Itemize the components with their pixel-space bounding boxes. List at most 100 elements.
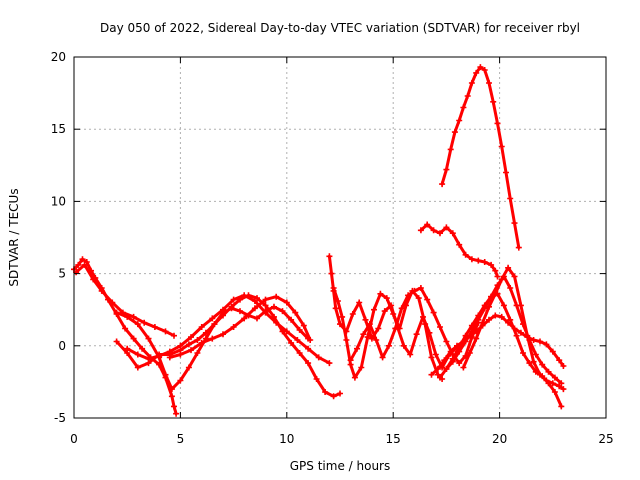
data-point (358, 364, 365, 371)
data-point (517, 329, 524, 336)
series-trace (72, 257, 178, 416)
y-tick-label: 20 (51, 50, 66, 64)
x-tick-label: 10 (279, 432, 294, 446)
data-point (124, 345, 131, 352)
data-point (326, 360, 333, 367)
data-point (556, 357, 563, 364)
data-point (460, 364, 467, 371)
data-point (494, 273, 501, 280)
data-point (456, 117, 463, 124)
chart-title: Day 050 of 2022, Sidereal Day-to-day VTE… (100, 21, 580, 35)
data-point (194, 337, 201, 343)
data-point (475, 257, 482, 264)
data-point (156, 352, 163, 359)
x-tick-label: 5 (177, 432, 185, 446)
data-point (551, 374, 558, 381)
y-axis-label: SDTVAR / TECUs (7, 188, 21, 286)
plot-frame (73, 56, 607, 419)
data-point (524, 332, 531, 339)
data-point (305, 345, 312, 352)
data-point (337, 390, 343, 397)
data-point (447, 348, 454, 355)
data-point (422, 321, 429, 328)
data-point (437, 324, 443, 330)
data-point (498, 313, 505, 320)
data-point (134, 364, 141, 371)
data-point (488, 261, 495, 268)
data-point (456, 348, 463, 355)
data-point (539, 361, 546, 368)
data-point (332, 305, 339, 312)
data-point (560, 363, 567, 369)
data-point (271, 303, 277, 310)
data-point (313, 376, 320, 382)
data-point (507, 285, 514, 291)
data-point (188, 334, 194, 341)
series-trace (438, 292, 563, 408)
data-point (371, 306, 377, 313)
data-point (366, 321, 373, 328)
data-point (379, 354, 386, 361)
data-point (437, 230, 443, 237)
data-point (113, 309, 120, 316)
data-point (543, 377, 550, 384)
data-point (292, 309, 299, 316)
data-point (405, 292, 412, 299)
data-point (254, 315, 260, 322)
data-point (468, 80, 475, 86)
data-point (398, 305, 405, 312)
data-point (368, 335, 375, 342)
data-point (230, 296, 237, 303)
data-point (464, 93, 471, 99)
series-arc-15 (439, 64, 522, 251)
data-point (141, 319, 148, 326)
y-tick-label: 10 (51, 194, 66, 208)
data-point (283, 328, 290, 335)
data-point (362, 316, 369, 323)
data-point (354, 345, 360, 352)
x-tick-label: 0 (70, 432, 78, 446)
data-point (551, 389, 558, 395)
data-point (532, 351, 539, 358)
data-point (417, 285, 424, 291)
data-point (124, 313, 131, 320)
data-point (443, 224, 450, 231)
data-point (330, 393, 337, 400)
data-point (349, 311, 356, 317)
data-point (360, 331, 367, 338)
data-point (486, 80, 492, 86)
data-point (481, 305, 488, 312)
data-point (475, 316, 482, 323)
data-point (185, 341, 192, 348)
data-point (537, 338, 543, 345)
data-point (339, 313, 346, 320)
data-point (424, 221, 431, 228)
y-tick-label: -5 (54, 411, 66, 425)
data-point (520, 350, 526, 356)
data-point (428, 354, 435, 361)
data-point (209, 335, 216, 342)
data-point (468, 256, 475, 263)
data-point (513, 332, 520, 339)
data-point (462, 338, 469, 345)
data-point (75, 261, 82, 268)
data-point (441, 357, 448, 364)
series-trace (332, 286, 444, 381)
data-point (307, 337, 314, 343)
data-point (356, 299, 363, 306)
data-point (283, 299, 290, 306)
data-point (198, 339, 205, 346)
grid-lines (74, 57, 606, 418)
data-point (134, 351, 141, 358)
data-point (515, 244, 522, 251)
data-point (251, 298, 258, 304)
data-point (507, 195, 514, 202)
data-point (185, 364, 192, 371)
data-point (494, 120, 501, 127)
data-point (296, 350, 303, 356)
x-tick-label: 25 (598, 432, 613, 446)
y-tick-label: 5 (58, 267, 66, 281)
y-tick-label: 15 (51, 122, 66, 136)
data-point (288, 316, 295, 323)
